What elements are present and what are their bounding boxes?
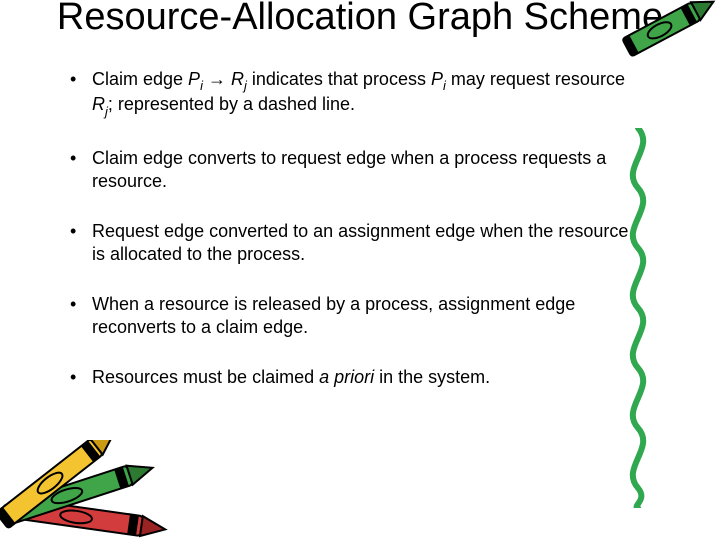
list-item: Resources must be claimed a priori in th… — [70, 366, 630, 389]
list-item: Request edge converted to an assignment … — [70, 220, 630, 265]
sub-i: i — [200, 78, 203, 93]
list-item: When a resource is released by a process… — [70, 293, 630, 338]
crayon-icon — [604, 0, 720, 68]
text: ; represented by a dashed line. — [108, 94, 355, 114]
sub-i: i — [443, 78, 446, 93]
var-R: R — [231, 69, 244, 89]
var-R: R — [92, 94, 105, 114]
squiggle-icon — [618, 128, 658, 508]
var-P: P — [188, 69, 200, 89]
slide: Resource-Allocation Graph Scheme Claim e… — [0, 0, 720, 540]
text: When a resource is released by a process… — [92, 294, 575, 337]
text: in the system. — [374, 367, 490, 387]
em: a priori — [319, 367, 374, 387]
arrow: → — [203, 69, 231, 89]
text: may request resource — [446, 69, 625, 89]
text: indicates that process — [247, 69, 431, 89]
crayon-pile-icon — [0, 440, 254, 540]
text: Resources must be claimed — [92, 367, 319, 387]
text: Request edge converted to an assignment … — [92, 221, 628, 264]
text: Claim edge — [92, 69, 188, 89]
list-item: Claim edge Pi → Rj indicates that proces… — [70, 68, 630, 120]
text: Claim edge converts to request edge when… — [92, 148, 606, 191]
var-P: P — [431, 69, 443, 89]
bullet-list: Claim edge Pi → Rj indicates that proces… — [0, 68, 720, 389]
list-item: Claim edge converts to request edge when… — [70, 147, 630, 192]
sub-j: j — [244, 78, 247, 93]
sub-j: j — [105, 104, 108, 119]
